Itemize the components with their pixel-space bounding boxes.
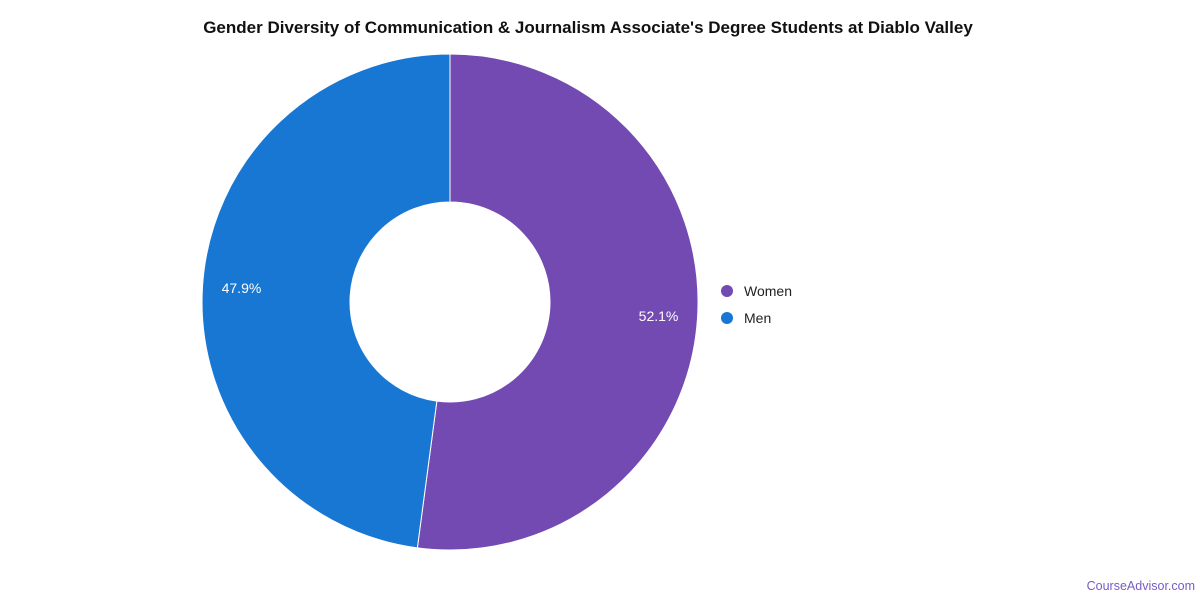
slice-label-men: 47.9%	[221, 280, 262, 297]
slice-men[interactable]	[201, 53, 451, 549]
legend-swatch-men-icon	[721, 311, 733, 324]
legend: Women Men	[721, 277, 792, 331]
courseadvisor-attribution-link[interactable]: CourseAdvisor.com	[1086, 579, 1195, 593]
legend-item-men: Men	[721, 304, 792, 331]
legend-swatch-women-icon	[721, 284, 733, 297]
legend-label-men: Men	[744, 309, 772, 326]
slice-label-women: 52.1%	[638, 307, 679, 324]
chart-title: Gender Diversity of Communication & Jour…	[203, 18, 973, 37]
legend-label-women: Women	[744, 282, 792, 299]
legend-item-women: Women	[721, 277, 792, 304]
slice-women[interactable]	[416, 53, 699, 551]
